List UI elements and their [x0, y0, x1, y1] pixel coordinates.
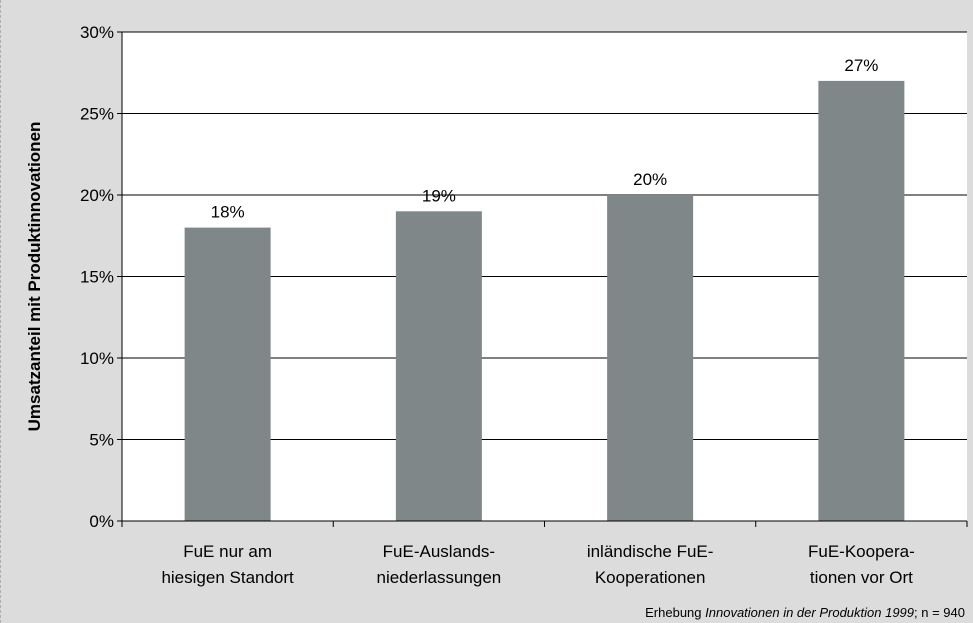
bar	[818, 80, 905, 522]
bar	[607, 195, 694, 521]
source-suffix: ; n = 940	[914, 605, 965, 620]
data-label: 20%	[633, 170, 667, 189]
x-category-label: hiesigen Standort	[161, 568, 294, 587]
x-category-label: tionen vor Ort	[810, 568, 913, 587]
bar	[395, 211, 482, 522]
x-category-label: FuE-Auslands-	[383, 542, 495, 561]
y-tick-label: 0%	[89, 512, 114, 531]
y-axis-title: Umsatzanteil mit Produktinnovationen	[25, 122, 44, 432]
source-title: Innovationen in der Produktion 1999	[705, 605, 915, 620]
y-tick-label: 5%	[89, 431, 114, 450]
y-tick-label: 30%	[80, 23, 114, 42]
x-category-label: niederlassungen	[376, 568, 501, 587]
y-tick-label: 15%	[80, 268, 114, 287]
y-tick-label: 25%	[80, 105, 114, 124]
x-category-label: Kooperationen	[595, 568, 706, 587]
data-label: 18%	[211, 203, 245, 222]
data-label: 27%	[844, 56, 878, 75]
y-tick-label: 10%	[80, 349, 114, 368]
x-category-label: FuE-Koopera-	[808, 542, 915, 561]
data-label: 19%	[422, 186, 456, 205]
x-category-label: FuE nur am	[183, 542, 272, 561]
source-note: Erhebung Innovationen in der Produktion …	[645, 605, 965, 620]
x-category-label: inländische FuE-	[587, 542, 714, 561]
y-tick-label: 20%	[80, 186, 114, 205]
bar	[184, 227, 271, 521]
source-prefix: Erhebung	[645, 605, 706, 620]
